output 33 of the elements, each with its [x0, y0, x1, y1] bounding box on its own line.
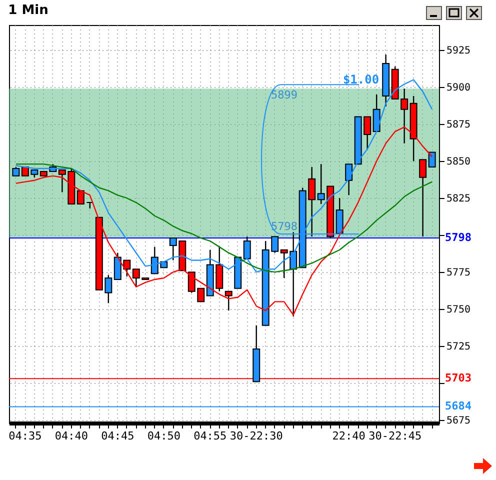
- y-tick-label: 5825: [446, 194, 471, 205]
- ref-line-label: 5684: [445, 400, 472, 413]
- chart-title: 1 Min: [8, 3, 48, 18]
- line-series: [15, 163, 433, 273]
- candlestick: [372, 94, 380, 132]
- candlestick: [428, 152, 436, 168]
- candlestick: [336, 198, 344, 236]
- x-tick-label: 04:55: [194, 430, 227, 442]
- band-label: $1.00: [342, 72, 380, 87]
- x-tick-label: 04:45: [101, 430, 134, 442]
- ref-line-label: 5798: [445, 231, 472, 244]
- candlestick: [76, 190, 84, 205]
- y-tick-label: 5775: [446, 268, 471, 279]
- y-tick-label: 5675: [446, 416, 471, 427]
- x-tick-label: 04:35: [8, 430, 42, 442]
- ref-line-label: 5703: [445, 372, 472, 385]
- candlestick: [243, 236, 251, 260]
- x-tick-label: 30-22:45: [368, 430, 422, 442]
- x-tick-label: 04:40: [54, 430, 88, 442]
- candlestick: [345, 163, 353, 196]
- x-tick-label: 04:50: [147, 430, 180, 442]
- annotation: 5899: [271, 88, 298, 102]
- y-tick-label: 5875: [446, 120, 471, 131]
- y-tick-label: 5850: [446, 156, 471, 168]
- y-tick-label: 5900: [446, 82, 471, 94]
- candlestick: [419, 159, 427, 238]
- y-tick-label: 5725: [446, 342, 471, 353]
- x-tick-label: 30-22:30: [230, 430, 283, 442]
- annotation: 5798: [271, 220, 298, 234]
- candlestick: [224, 290, 232, 312]
- x-tick-label: 22:40: [332, 430, 366, 442]
- y-tick-label: 5925: [446, 46, 471, 57]
- y-tick-label: 5750: [446, 304, 471, 316]
